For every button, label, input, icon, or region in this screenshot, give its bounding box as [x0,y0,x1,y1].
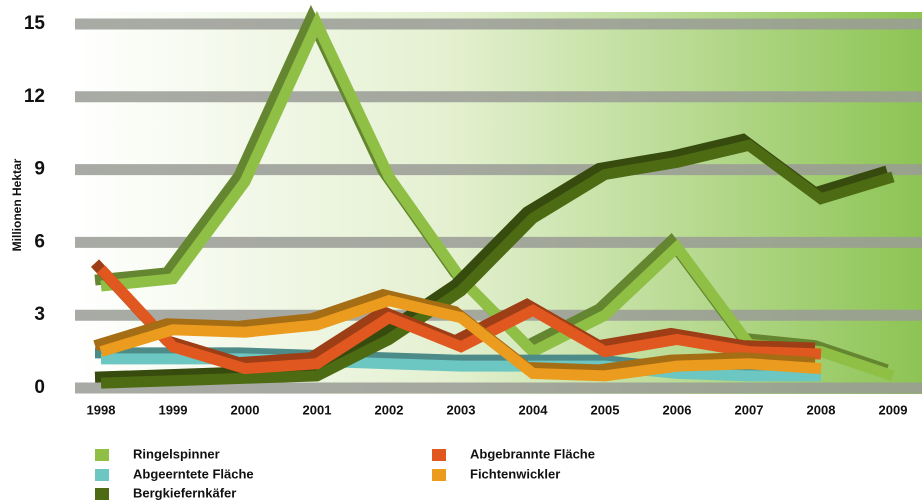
legend-label: Bergkiefernkäfer [133,485,236,500]
legend-label: Abgebrannte Fläche [470,446,595,461]
y-tick-label: 6 [34,231,45,252]
y-tick-label: 3 [34,304,45,325]
x-tick-label: 2000 [231,402,260,417]
x-tick-label: 1998 [87,402,116,417]
legend-label: Ringelspinner [133,446,220,461]
x-tick-label: 2009 [879,402,908,417]
y-tick-label: 12 [24,86,45,107]
x-tick-label: 2003 [447,402,476,417]
x-tick-label: 2006 [663,402,692,417]
legend-swatch [95,449,109,461]
legend-label: Fichtenwickler [470,466,560,481]
legend-swatch [432,449,446,461]
y-axis-label: Millionen Hektar [10,158,24,251]
x-tick-label: 2002 [375,402,404,417]
line [100,139,895,389]
y-tick-label: 15 [24,13,46,34]
y-tick-label: 9 [34,159,45,180]
x-tick-label: 2008 [807,402,836,417]
line [99,294,822,382]
legend-label: Abgeerntete Fläche [133,466,254,481]
legend-swatch [432,469,446,481]
y-tick-label: 0 [34,377,45,398]
x-tick-label: 1999 [159,402,188,417]
line [96,265,822,375]
legend-swatch [95,488,109,500]
x-tick-label: 2005 [591,402,620,417]
x-tick-label: 2004 [519,402,549,417]
x-tick-label: 2007 [735,402,764,417]
plot-background [75,12,922,394]
x-tick-label: 2001 [303,402,332,417]
legend-swatch [95,469,109,481]
